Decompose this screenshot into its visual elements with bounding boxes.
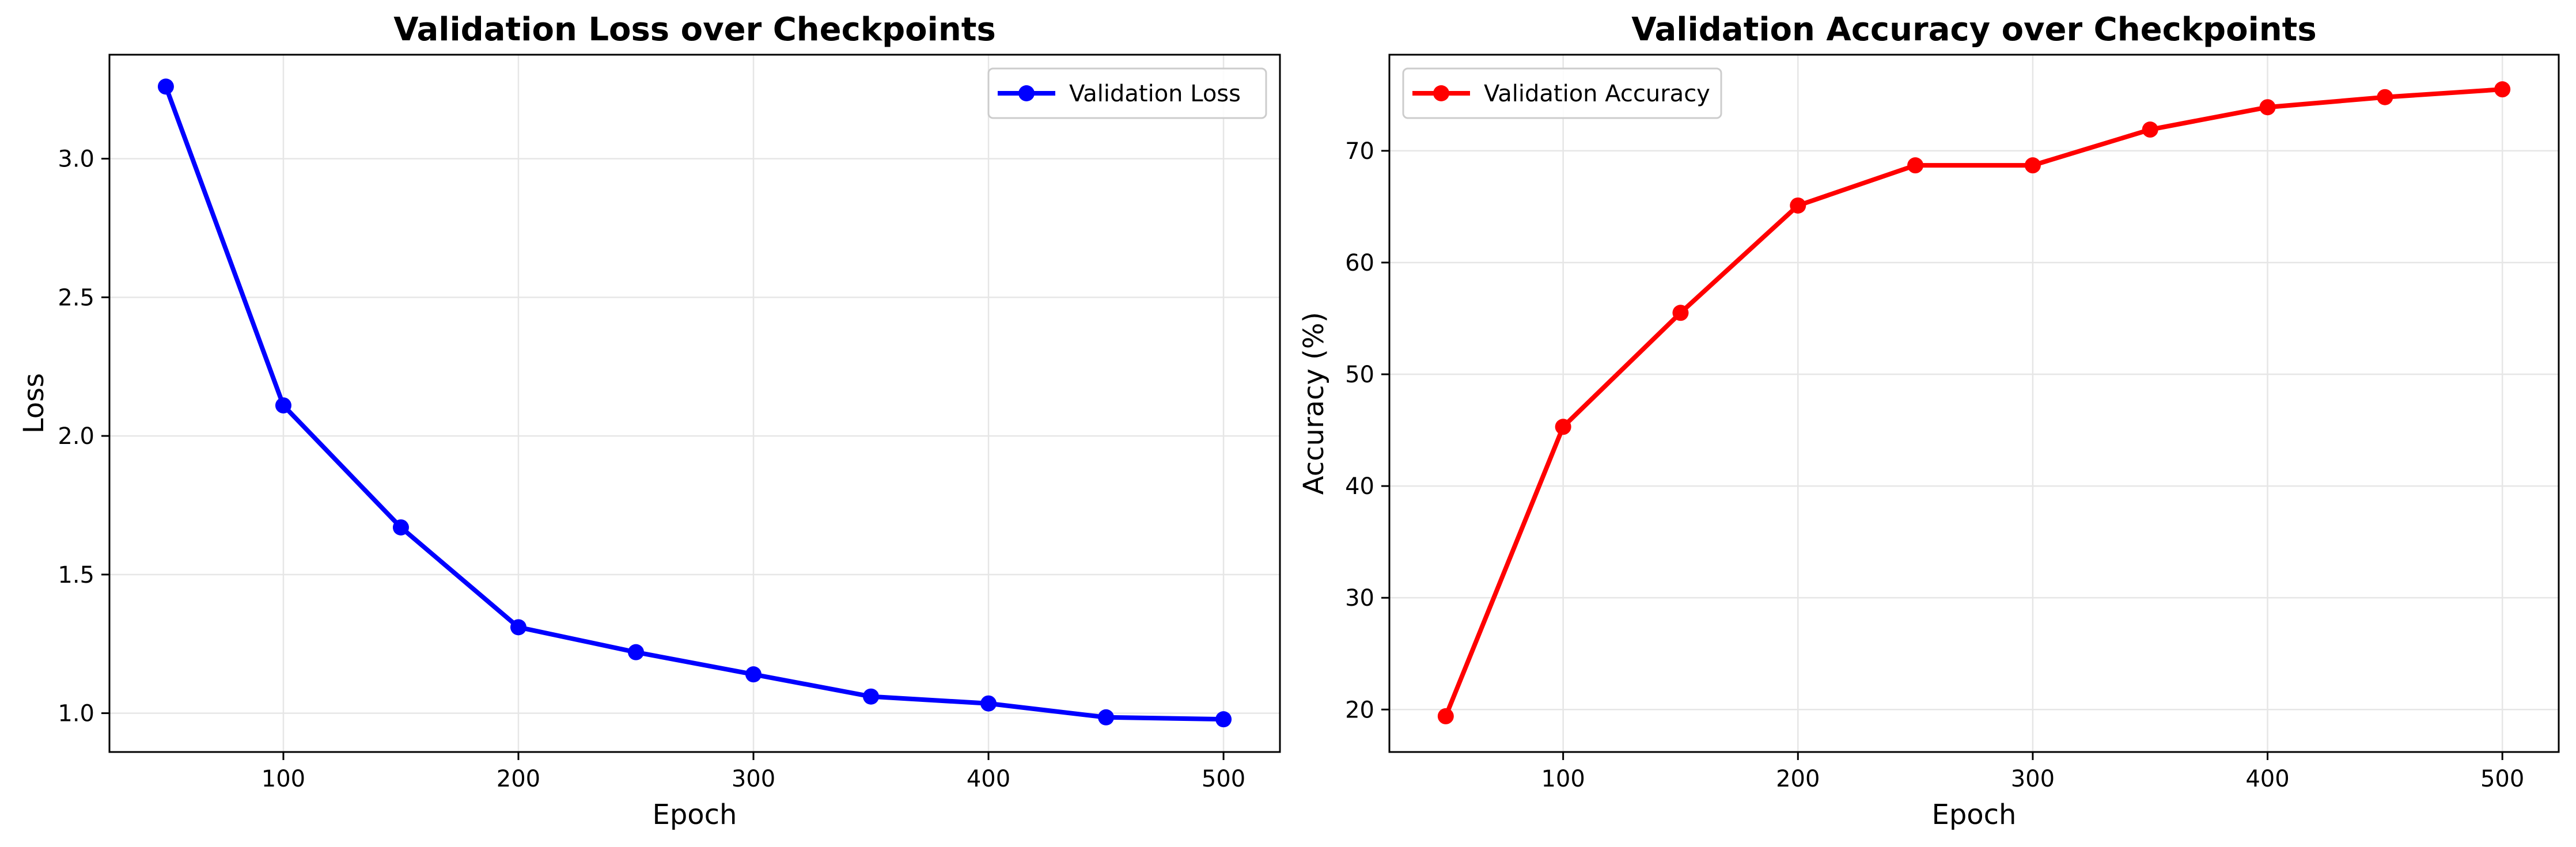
data-point	[2142, 121, 2158, 138]
data-point	[1907, 157, 1924, 174]
x-tick-label: 300	[2011, 766, 2055, 792]
chart-title: Validation Accuracy over Checkpoints	[1631, 11, 2317, 48]
x-tick-label: 200	[497, 766, 540, 792]
data-point	[2259, 99, 2276, 116]
series-line	[1443, 87, 2505, 719]
y-tick-label: 2.0	[58, 423, 94, 450]
x-tick-label: 100	[1541, 766, 1585, 792]
data-point	[627, 644, 644, 660]
data-point	[392, 519, 409, 535]
loss-chart-panel: 100 200 300 400 500 1.0 1.5 2.0 2.5 3.0 Validation…	[18, 11, 1281, 831]
y-tick-label: 20	[1345, 697, 1374, 723]
y-tick-label: 40	[1345, 473, 1374, 500]
x-axis-label: Epoch	[653, 799, 737, 831]
y-tick-label: 1.5	[58, 562, 94, 588]
data-point	[157, 78, 174, 95]
x-tick-label: 500	[1202, 766, 1245, 792]
accuracy-chart-panel: 100 200 300 400 500 20 30 40 50 60 70 Validation Ac…	[1298, 11, 2560, 831]
data-point	[1790, 197, 1806, 214]
legend-marker	[1018, 85, 1035, 101]
x-tick-label: 400	[967, 766, 1010, 792]
data-point	[1215, 711, 1232, 728]
x-axis-label: Epoch	[1932, 799, 2017, 831]
data-point	[863, 688, 880, 705]
chart-title: Validation Loss over Checkpoints	[393, 11, 996, 48]
data-point	[2024, 157, 2041, 174]
data-point	[275, 397, 291, 414]
axes-frame	[1388, 54, 2560, 753]
data-point	[2494, 81, 2511, 98]
legend: Validation Loss	[987, 67, 1267, 119]
legend-box	[1402, 67, 1722, 119]
legend-label: Validation Accuracy	[1484, 81, 1710, 107]
data-point	[980, 695, 997, 712]
data-point	[745, 666, 762, 683]
legend-box	[987, 67, 1267, 119]
x-tick-label: 200	[1776, 766, 1820, 792]
y-tick-label: 30	[1345, 585, 1374, 611]
y-axis-label: Accuracy (%)	[1298, 312, 1330, 495]
legend: Validation Accuracy	[1402, 67, 1722, 119]
data-point	[1555, 419, 1571, 435]
legend-label: Validation Loss	[1069, 81, 1241, 107]
y-tick-label: 2.5	[58, 284, 94, 311]
x-tick-label: 400	[2245, 766, 2289, 792]
data-point	[1672, 305, 1689, 321]
data-point	[1437, 708, 1454, 724]
y-tick-label: 3.0	[58, 146, 94, 173]
x-tick-label: 300	[732, 766, 775, 792]
axes-frame	[108, 54, 1281, 753]
y-tick-label: 50	[1345, 362, 1374, 388]
series-line	[163, 84, 1226, 722]
x-tick-label: 500	[2480, 766, 2524, 792]
y-tick-label: 60	[1345, 250, 1374, 276]
y-axis-label: Loss	[18, 373, 50, 434]
x-tick-label: 100	[262, 766, 305, 792]
y-tick-label: 1.0	[58, 701, 94, 727]
legend-marker	[1433, 85, 1449, 101]
data-point	[510, 619, 526, 636]
y-tick-label: 70	[1345, 138, 1374, 165]
data-point	[1098, 709, 1115, 726]
data-point	[2377, 89, 2393, 105]
